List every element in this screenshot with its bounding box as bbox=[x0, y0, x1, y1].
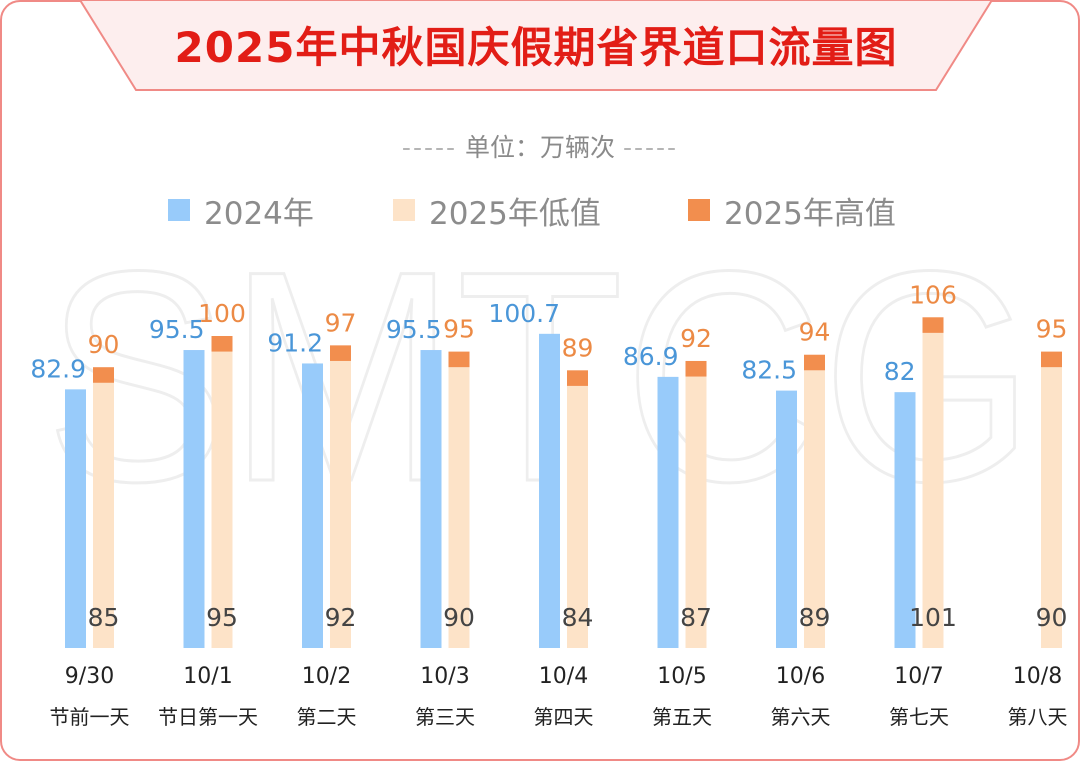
tick-label-day-7: 第七天 bbox=[889, 705, 949, 729]
label-2024-4: 100.7 bbox=[488, 299, 560, 328]
tick-label-day-1: 节日第一天 bbox=[158, 705, 258, 729]
bar-2025-high-3 bbox=[448, 351, 470, 368]
bar-2025-low-7 bbox=[922, 332, 944, 648]
label-2025-high-2: 97 bbox=[325, 308, 357, 337]
legend-swatch-2024 bbox=[168, 199, 190, 221]
tick-label-day-6: 第六天 bbox=[771, 705, 831, 729]
label-2025-low-3: 90 bbox=[443, 603, 475, 632]
bar-2024-7 bbox=[894, 392, 916, 648]
label-2024-5: 86.9 bbox=[623, 342, 679, 371]
tick-label-day-8: 第八天 bbox=[1008, 705, 1068, 729]
bar-2024-1 bbox=[183, 350, 205, 648]
bar-2025-low-5 bbox=[685, 376, 707, 648]
bar-2025-high-0 bbox=[93, 367, 114, 383]
label-2024-1: 95.5 bbox=[149, 315, 205, 344]
label-2025-low-5: 87 bbox=[680, 603, 712, 632]
bar-2025-low-3 bbox=[448, 367, 470, 648]
bar-2024-3 bbox=[420, 350, 442, 648]
label-2025-low-4: 84 bbox=[562, 603, 594, 632]
label-2025-low-6: 89 bbox=[799, 603, 831, 632]
legend-label-2024: 2024年 bbox=[204, 195, 314, 232]
tick-label-date-5: 10/5 bbox=[657, 664, 706, 689]
bar-2025-high-7 bbox=[922, 317, 944, 333]
bar-2024-4 bbox=[539, 333, 560, 648]
label-2024-3: 95.5 bbox=[386, 315, 442, 344]
tick-label-day-0: 节前一天 bbox=[50, 705, 130, 729]
bar-2024-2 bbox=[302, 363, 323, 648]
tick-label-day-5: 第五天 bbox=[652, 705, 712, 729]
tick-label-date-8: 10/8 bbox=[1013, 664, 1062, 689]
unit-dash-left: ----- bbox=[401, 133, 458, 162]
unit-caption: ----- 单位：万辆次 ----- bbox=[0, 128, 1080, 164]
legend-swatch-2025-high bbox=[688, 199, 710, 221]
bar-2025-high-4 bbox=[567, 370, 588, 386]
legend-item-2025-high: 2025年高值 bbox=[688, 190, 896, 232]
label-2025-low-7: 101 bbox=[909, 603, 957, 632]
bar-2025-low-8 bbox=[1041, 367, 1062, 648]
bar-2025-high-8 bbox=[1041, 351, 1062, 368]
legend: 2024年 2025年低值 2025年高值 bbox=[0, 190, 1080, 232]
legend-item-2024: 2024年 bbox=[168, 190, 314, 232]
tick-label-date-4: 10/4 bbox=[539, 664, 588, 689]
title-banner-shape bbox=[80, 0, 992, 91]
label-2024-0: 82.9 bbox=[30, 354, 86, 383]
legend-label-2025-low: 2025年低值 bbox=[429, 195, 601, 232]
bar-2024-0 bbox=[65, 389, 86, 648]
tick-label-date-1: 10/1 bbox=[183, 664, 232, 689]
bar-2024-6 bbox=[776, 390, 797, 648]
label-2024-6: 82.5 bbox=[741, 356, 797, 385]
label-2025-high-7: 106 bbox=[909, 280, 957, 309]
bar-2025-low-1 bbox=[211, 351, 233, 648]
tick-label-date-0: 9/30 bbox=[65, 664, 114, 689]
label-2025-low-0: 85 bbox=[88, 603, 120, 632]
tick-label-date-2: 10/2 bbox=[302, 664, 351, 689]
label-2025-high-3: 95 bbox=[443, 315, 475, 344]
tick-label-day-2: 第二天 bbox=[297, 705, 357, 729]
title-banner: 2025年中秋国庆假期省界道口流量图 bbox=[80, 0, 992, 92]
unit-text: 单位：万辆次 bbox=[464, 133, 615, 162]
label-2025-low-1: 95 bbox=[206, 603, 238, 632]
label-2025-low-8: 90 bbox=[1036, 603, 1068, 632]
label-2025-high-5: 92 bbox=[680, 324, 712, 353]
bar-2025-low-6 bbox=[804, 370, 825, 648]
bar-2025-low-2 bbox=[330, 360, 351, 648]
label-2025-low-2: 92 bbox=[325, 603, 357, 632]
bar-2025-high-1 bbox=[211, 336, 233, 352]
tick-label-date-6: 10/6 bbox=[776, 664, 825, 689]
legend-swatch-2025-low bbox=[393, 199, 415, 221]
label-2025-high-6: 94 bbox=[799, 318, 831, 347]
bar-2025-low-0 bbox=[93, 382, 114, 648]
label-2025-high-4: 89 bbox=[562, 333, 594, 362]
bar-2024-5 bbox=[657, 376, 679, 648]
legend-label-2025-high: 2025年高值 bbox=[724, 195, 896, 232]
label-2025-high-1: 100 bbox=[198, 299, 246, 328]
bar-2025-high-5 bbox=[685, 360, 707, 377]
tick-label-date-7: 10/7 bbox=[894, 664, 943, 689]
legend-item-2025-low: 2025年低值 bbox=[393, 190, 601, 232]
label-2024-7: 82 bbox=[884, 357, 916, 386]
unit-dash-right: ----- bbox=[622, 133, 679, 162]
bar-2025-low-4 bbox=[567, 385, 588, 648]
bar-2025-high-2 bbox=[330, 345, 351, 361]
label-2025-high-8: 95 bbox=[1036, 315, 1068, 344]
label-2025-high-0: 90 bbox=[88, 330, 120, 359]
tick-label-date-3: 10/3 bbox=[420, 664, 469, 689]
label-2024-2: 91.2 bbox=[267, 328, 323, 357]
tick-label-day-3: 第三天 bbox=[415, 705, 475, 729]
chart-title: 2025年中秋国庆假期省界道口流量图 bbox=[174, 23, 898, 72]
tick-label-day-4: 第四天 bbox=[534, 705, 594, 729]
bar-2025-high-6 bbox=[804, 354, 825, 371]
